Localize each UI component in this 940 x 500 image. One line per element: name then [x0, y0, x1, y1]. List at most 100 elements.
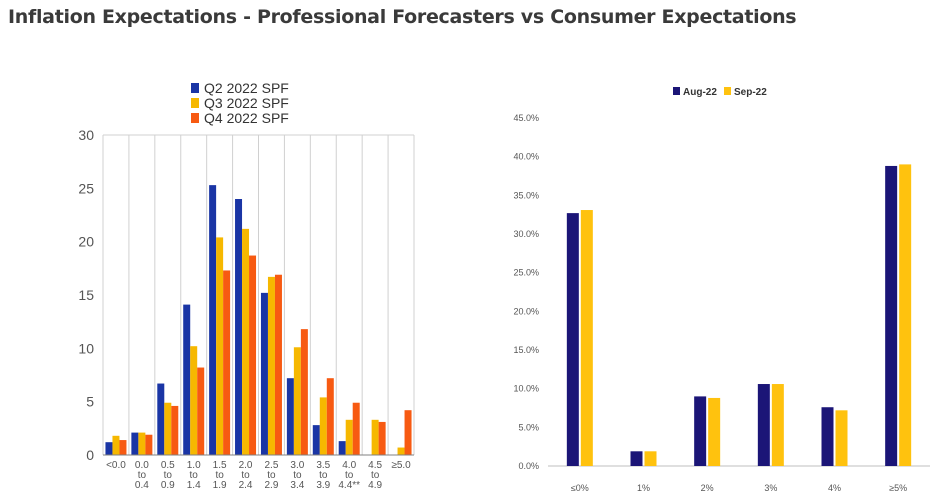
bar: [286, 378, 294, 455]
y-tick-label: 25: [78, 180, 94, 196]
y-tick-label: 0: [86, 447, 94, 463]
x-tick-label: to: [319, 470, 328, 481]
bar: [566, 213, 579, 466]
y-tick-label: 25.0%: [513, 268, 539, 278]
legend-label: Q4 2022 SPF: [204, 110, 289, 126]
bar: [157, 383, 165, 455]
bar: [694, 396, 707, 466]
x-tick-label: 4.5: [368, 460, 382, 471]
y-tick-label: 10: [78, 340, 94, 356]
x-tick-label: 3.0: [290, 460, 304, 471]
legend-swatch: [673, 87, 680, 95]
y-tick-label: 30: [78, 127, 94, 143]
legend-swatch: [191, 113, 199, 123]
legend-swatch: [191, 83, 199, 93]
bar: [242, 228, 250, 455]
bar: [171, 405, 179, 455]
bar: [630, 451, 643, 466]
x-tick-label: 1.0: [187, 460, 201, 471]
bar: [274, 274, 282, 455]
y-tick-label: 20.0%: [513, 306, 539, 316]
legend-label: Aug-22: [683, 87, 717, 98]
bar: [899, 164, 912, 466]
legend-swatch: [191, 98, 199, 108]
y-tick-label: 15.0%: [513, 345, 539, 355]
bar: [249, 255, 257, 455]
x-tick-label: 4.0: [342, 460, 356, 471]
x-tick-label: 4.9: [368, 480, 382, 491]
bar: [885, 165, 898, 467]
legend-label: Sep-22: [734, 87, 767, 98]
legend-swatch: [724, 87, 731, 95]
bar: [267, 276, 275, 455]
x-tick-label: 2.9: [265, 480, 279, 491]
bar: [708, 397, 721, 466]
x-tick-label: to: [138, 470, 147, 481]
bar: [138, 432, 146, 455]
y-tick-label: 35.0%: [513, 190, 539, 200]
bar: [119, 440, 127, 455]
x-tick-label: to: [190, 470, 199, 481]
bar: [223, 270, 231, 455]
x-tick-label: 0.0: [135, 460, 149, 471]
x-tick-label: 4.4**: [338, 480, 360, 491]
bar: [312, 425, 320, 455]
bar: [112, 435, 120, 455]
y-tick-label: 30.0%: [513, 229, 539, 239]
x-tick-label: 2.4: [239, 480, 253, 491]
bar: [319, 397, 327, 455]
bar: [580, 210, 593, 466]
bar: [378, 421, 386, 455]
bar: [190, 346, 198, 455]
page-title: Inflation Expectations - Professional Fo…: [8, 6, 797, 28]
x-tick-label: 1%: [637, 483, 650, 493]
bar: [131, 432, 139, 455]
x-tick-label: 0.9: [161, 480, 175, 491]
bar: [771, 384, 784, 466]
x-tick-label: ≤0%: [571, 483, 589, 493]
bar: [293, 347, 301, 455]
bar: [145, 434, 153, 455]
y-tick-label: 5: [86, 394, 94, 410]
x-tick-label: ≥5%: [889, 483, 907, 493]
x-tick-label: 1.4: [187, 480, 201, 491]
x-tick-label: <0.0: [106, 460, 126, 471]
x-tick-label: 1.9: [213, 480, 227, 491]
x-tick-label: 3%: [764, 483, 777, 493]
x-tick-label: 3.9: [316, 480, 330, 491]
bar: [835, 410, 848, 466]
legend-label: Q3 2022 SPF: [204, 95, 289, 111]
bar: [371, 419, 379, 455]
x-tick-label: to: [345, 470, 354, 481]
x-tick-label: to: [293, 470, 302, 481]
y-tick-label: 5.0%: [518, 422, 539, 432]
bar: [397, 447, 405, 455]
bar: [821, 407, 834, 466]
x-tick-label: to: [371, 470, 380, 481]
x-tick-label: 2.5: [265, 460, 279, 471]
bar: [404, 410, 412, 455]
y-tick-label: 40.0%: [513, 152, 539, 162]
bar: [260, 292, 268, 455]
x-tick-label: to: [215, 470, 224, 481]
bar: [326, 378, 334, 455]
bar: [338, 441, 346, 455]
x-tick-label: 1.5: [213, 460, 227, 471]
bar: [352, 402, 360, 455]
bar: [216, 237, 224, 455]
bar: [209, 185, 217, 455]
x-tick-label: 2.0: [239, 460, 253, 471]
bar: [345, 419, 353, 455]
x-tick-label: ≥5.0: [391, 460, 411, 471]
x-tick-label: to: [164, 470, 173, 481]
x-tick-label: 3.4: [290, 480, 304, 491]
bar: [235, 199, 243, 455]
bar: [197, 367, 205, 455]
x-tick-label: 3.5: [316, 460, 330, 471]
x-tick-label: 0.4: [135, 480, 149, 491]
x-tick-label: 4%: [828, 483, 841, 493]
x-tick-label: 0.5: [161, 460, 175, 471]
y-tick-label: 15: [78, 287, 94, 303]
